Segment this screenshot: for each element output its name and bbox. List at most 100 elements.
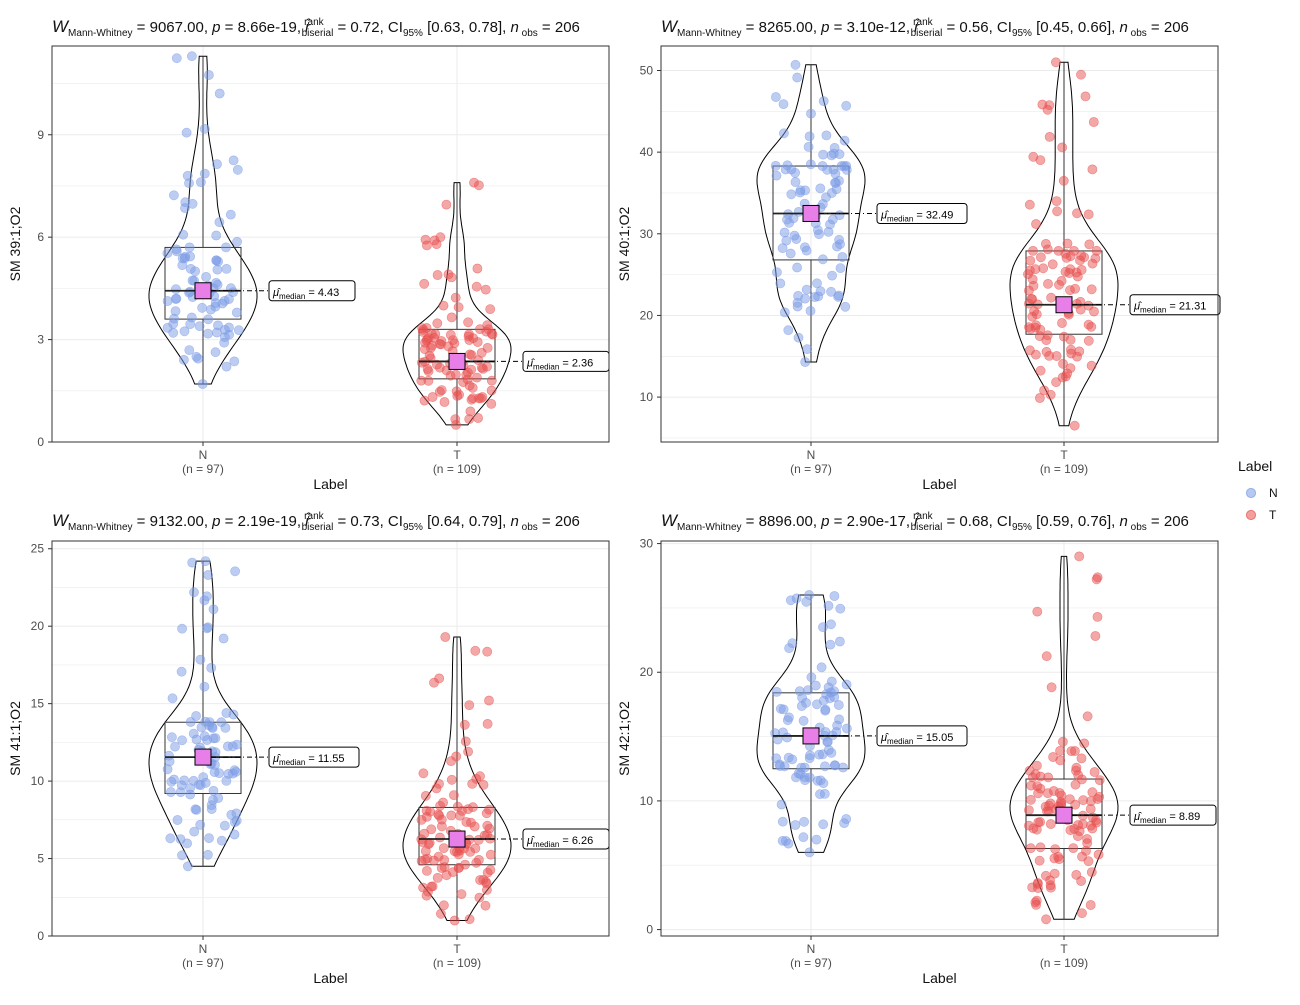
data-point	[451, 386, 462, 397]
data-point	[162, 322, 173, 333]
data-point	[224, 322, 234, 333]
median-label: μ̂median = 4.43	[268, 280, 356, 302]
data-point	[776, 799, 787, 810]
data-point	[1029, 306, 1039, 317]
median-label-mu: μ̂	[272, 287, 281, 299]
median-label-mu: μ̂	[272, 753, 281, 765]
median-label-sub: median	[887, 737, 913, 746]
stats-subtitle-part: obs	[1128, 28, 1147, 39]
data-point	[438, 843, 449, 853]
data-point	[473, 413, 483, 423]
median-marker	[448, 830, 466, 848]
data-point	[203, 314, 214, 325]
panel-background	[52, 541, 609, 936]
data-point	[461, 817, 472, 827]
data-point	[826, 619, 836, 630]
data-point	[1042, 244, 1053, 255]
data-point	[448, 790, 459, 800]
data-point	[834, 234, 844, 245]
median-label-mu: μ̂	[526, 835, 535, 847]
data-point	[1058, 175, 1069, 186]
data-point	[784, 712, 794, 723]
data-point	[1054, 279, 1064, 290]
median-label-mu: μ̂	[880, 732, 889, 744]
data-point	[201, 271, 211, 282]
data-point	[416, 357, 427, 368]
data-point	[440, 632, 451, 642]
legend-key-T	[1245, 509, 1257, 521]
data-point	[1046, 292, 1056, 303]
legend: Label NT	[1238, 458, 1278, 522]
data-point	[185, 717, 196, 727]
data-point	[471, 774, 482, 784]
panel-border	[660, 540, 1219, 937]
stats-subtitle-part: = 0.56, CI	[942, 19, 1012, 36]
median-label-sub: median	[1140, 306, 1166, 315]
x-axis-label: Label	[922, 476, 956, 492]
stats-subtitle-part: = 2.19e-19,	[221, 513, 306, 530]
data-point	[804, 753, 815, 763]
data-point	[772, 267, 782, 278]
data-point	[1057, 318, 1067, 328]
data-point	[816, 662, 827, 673]
x-tick-n-label: (n = 109)	[433, 462, 481, 476]
data-point	[439, 397, 450, 407]
x-tick-n-label: (n = 109)	[1040, 462, 1088, 476]
data-point	[1066, 348, 1077, 359]
stats-subtitle-part: r̂	[914, 512, 920, 530]
data-point	[185, 286, 195, 297]
median-label-value: = 11.55	[305, 753, 344, 765]
y-tick-label: 20	[640, 308, 654, 322]
stats-subtitle-part: = 206	[538, 513, 580, 530]
data-point	[200, 556, 211, 566]
stats-subtitle-part: 95%	[403, 522, 423, 533]
median-label: μ̂median = 15.05	[876, 725, 968, 747]
data-point	[203, 70, 214, 80]
data-point	[1093, 849, 1104, 860]
data-point	[438, 797, 448, 808]
data-point	[804, 772, 815, 783]
data-point	[208, 785, 219, 796]
data-point	[834, 210, 845, 221]
data-point	[213, 256, 223, 267]
data-point	[1042, 788, 1053, 799]
stats-subtitle-part: = 8265.00,	[742, 19, 822, 36]
median-label-value: = 32.49	[913, 209, 953, 221]
panel-background	[661, 46, 1218, 442]
data-point	[214, 88, 225, 99]
data-point	[481, 808, 492, 819]
data-point	[473, 855, 484, 865]
data-point	[184, 345, 195, 355]
data-point	[421, 866, 432, 876]
data-point	[1052, 206, 1062, 217]
data-point	[1055, 745, 1065, 756]
median-marker	[1055, 806, 1073, 824]
data-point	[794, 686, 805, 697]
data-point	[781, 235, 792, 246]
data-point	[792, 262, 802, 273]
x-tick-label: T	[1060, 942, 1068, 956]
data-point	[181, 127, 192, 138]
data-point	[838, 762, 848, 773]
median-label-text: μ̂median = 11.55	[272, 753, 345, 767]
median-label: μ̂median = 2.36	[522, 350, 610, 372]
data-point	[190, 804, 201, 815]
data-point	[782, 160, 793, 171]
data-point	[199, 681, 210, 692]
median-label: μ̂median = 21.31	[1129, 294, 1221, 316]
stats-subtitle-part: rank	[304, 17, 324, 28]
data-point	[223, 769, 234, 779]
data-point	[216, 835, 227, 846]
data-point	[805, 159, 816, 170]
data-point	[1070, 799, 1081, 810]
data-point	[1058, 736, 1068, 747]
stats-subtitle-part: p	[820, 19, 829, 36]
data-point	[221, 263, 232, 274]
data-point	[438, 900, 449, 911]
data-point	[195, 780, 206, 791]
data-point	[811, 834, 822, 845]
data-point	[839, 135, 850, 146]
y-axis-label: SM 39:1;O2	[7, 206, 23, 281]
data-point	[228, 155, 239, 166]
